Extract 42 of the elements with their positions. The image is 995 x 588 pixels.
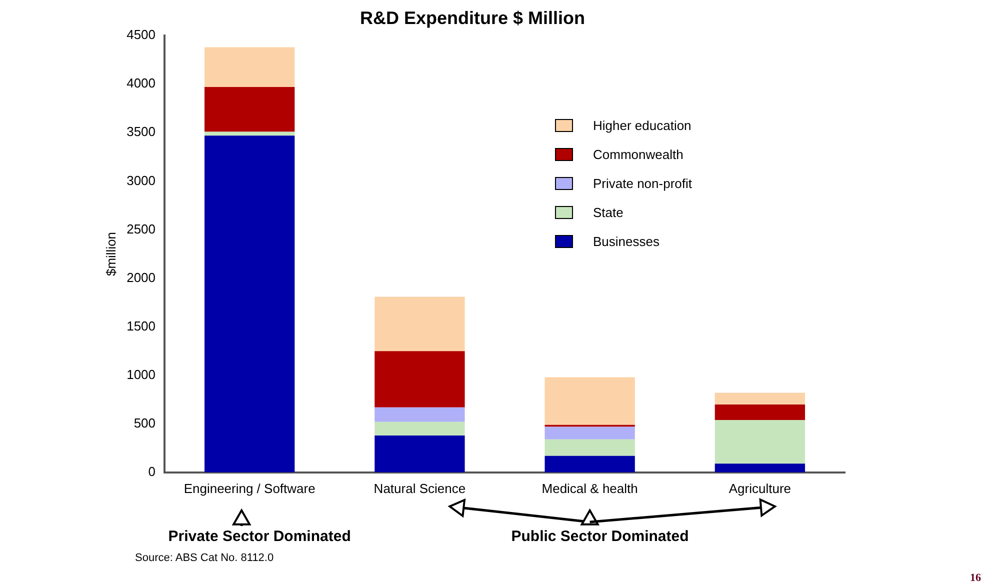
text: Public Sector Dominated	[511, 528, 689, 545]
bar	[204, 87, 295, 132]
bar	[374, 296, 465, 352]
x-tick-label: Engineering / Software	[184, 480, 316, 496]
source-note: Source: ABS Cat No. 8112.0	[135, 552, 274, 564]
bar	[544, 439, 635, 456]
legend-label: State	[593, 204, 624, 220]
bar	[544, 377, 635, 425]
bar	[714, 420, 806, 464]
y-tick-label: 1500	[126, 318, 156, 334]
x-tick-label: Medical & health	[542, 480, 638, 496]
bar	[544, 456, 635, 472]
bar	[374, 436, 465, 472]
y-tick-label: 2000	[126, 270, 156, 285]
y-tick-label: 2500	[126, 221, 156, 236]
legend-label: Businesses	[593, 234, 660, 249]
x-tick-label: Natural Science	[374, 480, 466, 496]
bar	[374, 351, 465, 408]
y-tick-label: 4500	[126, 27, 156, 42]
chart-title: R&D Expenditure $ Million	[360, 8, 586, 28]
bar	[714, 404, 806, 420]
bar	[204, 47, 295, 88]
bar	[204, 136, 295, 472]
x-tick-label: Agriculture	[728, 480, 792, 496]
text: 16	[970, 572, 981, 584]
bar	[714, 392, 806, 404]
y-tick-label: 4000	[126, 76, 156, 91]
bar	[204, 132, 295, 136]
legend-label: Higher education	[593, 118, 692, 133]
bar	[374, 422, 465, 436]
y-axis-title: $million	[103, 232, 118, 276]
y-tick-label: 3500	[126, 124, 156, 140]
legend-label: Private non-profit	[593, 176, 692, 191]
y-tick-label: 1000	[126, 366, 156, 382]
bar	[374, 407, 465, 422]
legend-label: Commonwealth	[593, 146, 684, 162]
bar	[714, 464, 806, 472]
y-tick-label: 500	[134, 415, 156, 430]
bar	[544, 426, 635, 440]
text: Private Sector Dominated	[168, 528, 351, 545]
y-tick-label: 3000	[126, 172, 156, 188]
y-tick-label: 0	[148, 464, 156, 479]
